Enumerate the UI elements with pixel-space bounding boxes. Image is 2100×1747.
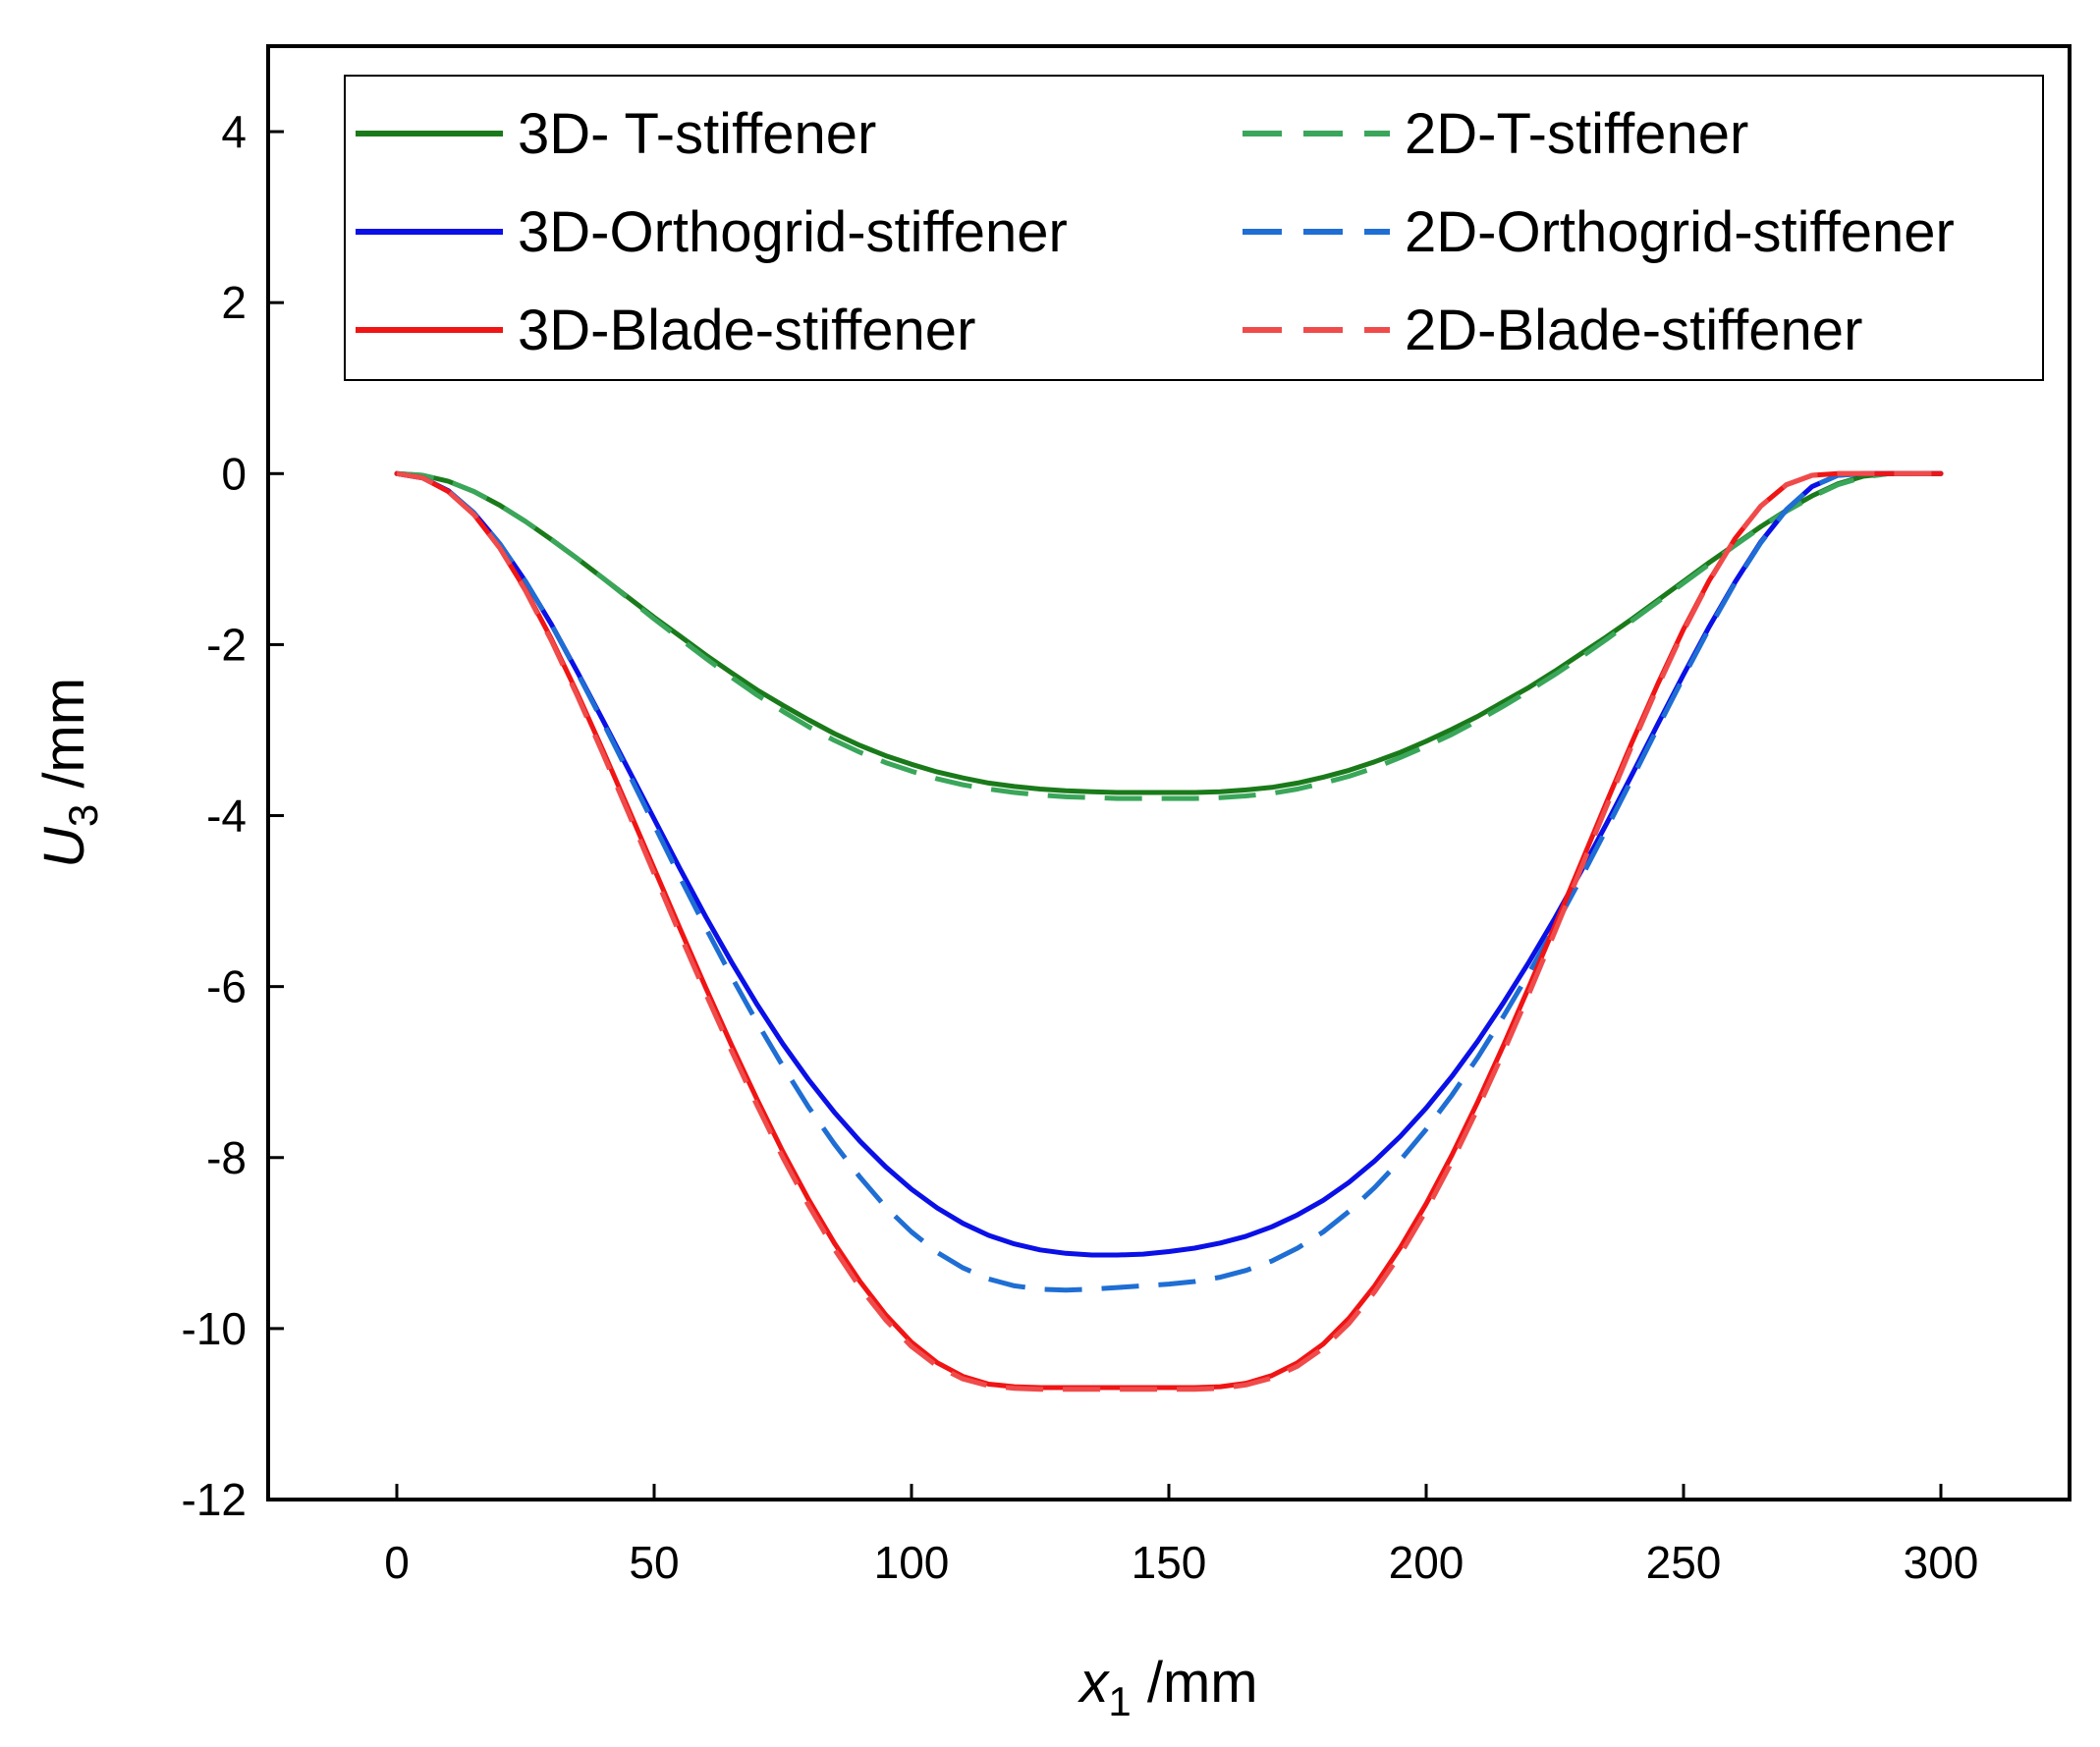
series-layer (394, 470, 1944, 1392)
legend-label-5: 2D-Blade-stiffener (1405, 299, 1862, 362)
x-tick-label-4: 200 (1389, 1537, 1464, 1588)
legend: 3D- T-stiffener 2D-T-stiffener 3D-Orthog… (344, 75, 2044, 381)
series-line-1 (396, 470, 1941, 801)
x-tick-label-1: 50 (629, 1537, 679, 1588)
x-tick-label-0: 0 (384, 1537, 410, 1588)
series-line-5 (396, 470, 1941, 1392)
y-tick-label-7: -10 (182, 1303, 247, 1354)
x-axis-title: x1 /mm (1077, 1651, 1257, 1724)
x-tick-label-6: 300 (1904, 1537, 1979, 1588)
legend-label-3: 2D-Orthogrid-stiffener (1405, 200, 1955, 264)
x-tick-label-3: 150 (1132, 1537, 1207, 1588)
legend-label-4: 3D-Blade-stiffener (518, 299, 975, 362)
y-tick-label-1: 2 (221, 277, 247, 328)
legend-label-1: 2D-T-stiffener (1405, 102, 1748, 166)
x-tick-label-5: 250 (1646, 1537, 1722, 1588)
legend-label-2: 3D-Orthogrid-stiffener (518, 200, 1068, 264)
y-tick-label-3: -2 (206, 619, 247, 670)
y-tick-label-6: -8 (206, 1132, 247, 1183)
x-tick-label-2: 100 (874, 1537, 950, 1588)
legend-box (344, 75, 2044, 381)
y-tick-label-0: 4 (221, 106, 247, 157)
legend-label-0: 3D- T-stiffener (518, 102, 876, 166)
series-line-3 (396, 470, 1941, 1293)
y-tick-label-5: -6 (206, 961, 247, 1012)
ticks-layer: 0 50 100 150 200 250 300 4 2 0 -2 -4 -6 -8 -10 -12 (182, 106, 1979, 1588)
y-tick-label-2: 0 (221, 448, 247, 499)
y-tick-label-8: -12 (182, 1474, 247, 1525)
y-tick-label-4: -4 (206, 791, 247, 842)
y-axis-title: U3 /mm (32, 678, 106, 868)
series-line-2 (394, 470, 1944, 1258)
